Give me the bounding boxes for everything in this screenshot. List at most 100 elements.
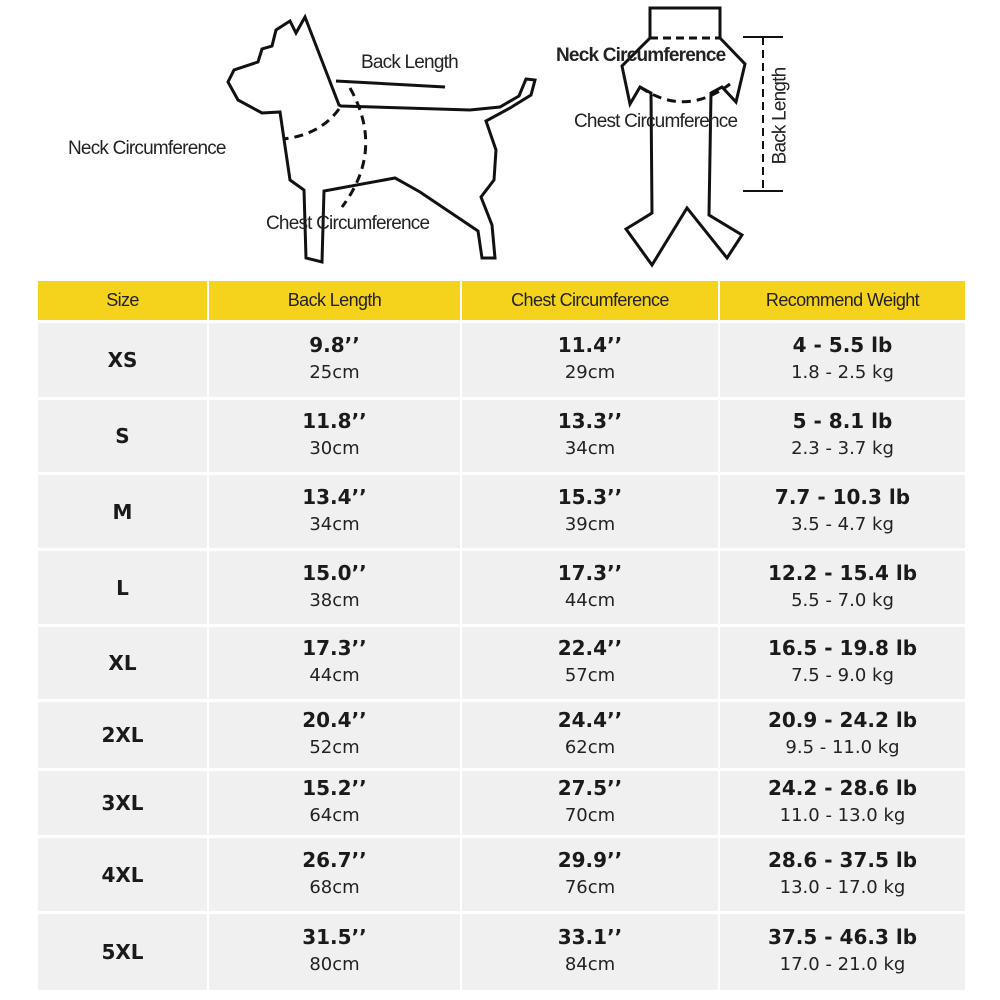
table-row: 4XL 26.7’’ 68cm 29.9’’ 76cm 28.6 - 37.5 lb 13.… bbox=[38, 838, 965, 911]
garment-outline bbox=[620, 6, 747, 268]
weight-kg: 5.5 - 7.0 kg bbox=[791, 589, 894, 611]
weight-lb: 28.6 - 37.5 lb bbox=[767, 847, 918, 872]
table-row: S 11.8’’ 30cm 13.3’’ 34cm 5 - 8.1 lb 2.3 - 3.7… bbox=[38, 400, 965, 472]
back-inches: 26.7’’ bbox=[302, 847, 367, 872]
back-cm: 34cm bbox=[309, 513, 360, 535]
back-length-cell: 15.2’’ 64cm bbox=[209, 771, 460, 835]
weight-cell: 20.9 - 24.2 lb 9.5 - 11.0 kg bbox=[720, 702, 965, 768]
size-cell: M bbox=[38, 475, 207, 548]
weight-cell: 7.7 - 10.3 lb 3.5 - 4.7 kg bbox=[720, 475, 965, 548]
back-length-cell: 13.4’’ 34cm bbox=[209, 475, 460, 548]
size-cell: 2XL bbox=[38, 702, 207, 768]
back-cm: 64cm bbox=[309, 805, 360, 826]
weight-cell: 28.6 - 37.5 lb 13.0 - 17.0 kg bbox=[720, 838, 965, 911]
chest-inches: 13.3’’ bbox=[557, 409, 623, 433]
chest-inches: 17.3’’ bbox=[557, 560, 623, 585]
measurement-diagram bbox=[226, 6, 783, 268]
chest-cell: 11.4’’ 29cm bbox=[462, 323, 718, 397]
back-inches: 20.4’’ bbox=[302, 708, 367, 732]
weight-kg: 1.8 - 2.5 kg bbox=[791, 362, 894, 383]
back-inches: 15.2’’ bbox=[302, 776, 367, 800]
header-size: Size bbox=[38, 281, 207, 320]
chest-cm: 34cm bbox=[564, 438, 616, 459]
weight-kg: 11.0 - 13.0 kg bbox=[779, 805, 906, 826]
table-row: XS 9.8’’ 25cm 11.4’’ 29cm 4 - 5.5 lb 1.8 - 2.5… bbox=[38, 323, 965, 397]
back-inches: 15.0’’ bbox=[302, 560, 367, 585]
chest-cell: 33.1’’ 84cm bbox=[462, 914, 718, 990]
chest-cm: 84cm bbox=[564, 954, 616, 975]
weight-cell: 37.5 - 46.3 lb 17.0 - 21.0 kg bbox=[720, 914, 965, 990]
chest-cell: 13.3’’ 34cm bbox=[462, 400, 718, 472]
chest-cm: 29cm bbox=[564, 362, 616, 383]
chest-inches: 27.5’’ bbox=[557, 776, 623, 800]
back-length-label: Back Length bbox=[361, 52, 459, 73]
size-cell: XL bbox=[38, 627, 207, 699]
weight-lb: 20.9 - 24.2 lb bbox=[767, 708, 918, 732]
chest-cm: 57cm bbox=[564, 665, 616, 686]
chest-circumference-label: Chest Circumference bbox=[266, 213, 430, 234]
back-inches: 17.3’’ bbox=[302, 636, 367, 660]
weight-cell: 16.5 - 19.8 lb 7.5 - 9.0 kg bbox=[720, 627, 965, 699]
weight-kg: 9.5 - 11.0 kg bbox=[785, 737, 900, 758]
header-chest: Chest Circumference bbox=[462, 281, 718, 320]
chest-dash bbox=[340, 87, 368, 208]
chest-cm: 76cm bbox=[564, 876, 616, 898]
neck-dash bbox=[282, 108, 341, 141]
weight-kg: 17.0 - 21.0 kg bbox=[779, 954, 906, 975]
chest-cm: 70cm bbox=[564, 805, 616, 826]
chest-cell: 24.4’’ 62cm bbox=[462, 702, 718, 768]
back-length-cell: 26.7’’ 68cm bbox=[209, 838, 460, 911]
chest-cell: 27.5’’ 70cm bbox=[462, 771, 718, 835]
size-cell: S bbox=[38, 400, 207, 472]
size-cell: XS bbox=[38, 323, 207, 397]
size-cell: L bbox=[38, 551, 207, 624]
chest-cell: 22.4’’ 57cm bbox=[462, 627, 718, 699]
back-inches: 11.8’’ bbox=[302, 409, 367, 433]
weight-cell: 5 - 8.1 lb 2.3 - 3.7 kg bbox=[720, 400, 965, 472]
back-length-cell: 17.3’’ 44cm bbox=[209, 627, 460, 699]
back-inches: 9.8’’ bbox=[309, 333, 360, 357]
chest-cm: 62cm bbox=[564, 737, 616, 758]
neck-circumference-label: Neck Circumference bbox=[68, 138, 227, 159]
table-header: Size Back Length Chest Circumference Rec… bbox=[38, 281, 965, 320]
weight-cell: 24.2 - 28.6 lb 11.0 - 13.0 kg bbox=[720, 771, 965, 835]
back-cm: 25cm bbox=[309, 362, 360, 383]
back-length-cell: 31.5’’ 80cm bbox=[209, 914, 460, 990]
table-row: XL 17.3’’ 44cm 22.4’’ 57cm 16.5 - 19.8 lb 7.5 … bbox=[38, 627, 965, 699]
table-row: 3XL 15.2’’ 64cm 27.5’’ 70cm 24.2 - 28.6 lb 11.… bbox=[38, 771, 965, 835]
back-cm: 38cm bbox=[309, 589, 360, 611]
chest-inches: 22.4’’ bbox=[557, 636, 623, 660]
weight-lb: 7.7 - 10.3 lb bbox=[774, 484, 911, 509]
size-cell: 4XL bbox=[38, 838, 207, 911]
size-chart-table: Size Back Length Chest Circumference Rec… bbox=[36, 278, 967, 993]
chest-cm: 44cm bbox=[564, 589, 616, 611]
back-cm: 52cm bbox=[309, 737, 360, 758]
weight-lb: 16.5 - 19.8 lb bbox=[767, 636, 918, 660]
dog-side-outline bbox=[226, 13, 537, 264]
header-weight: Recommend Weight bbox=[720, 281, 965, 320]
weight-lb: 4 - 5.5 lb bbox=[792, 333, 893, 357]
chest-cell: 29.9’’ 76cm bbox=[462, 838, 718, 911]
header-back-length: Back Length bbox=[209, 281, 460, 320]
size-cell: 3XL bbox=[38, 771, 207, 835]
back-length-cell: 11.8’’ 30cm bbox=[209, 400, 460, 472]
chest-cm: 39cm bbox=[564, 513, 616, 535]
weight-kg: 7.5 - 9.0 kg bbox=[791, 665, 894, 686]
table-row: M 13.4’’ 34cm 15.3’’ 39cm 7.7 - 10.3 lb 3.5 - … bbox=[38, 475, 965, 548]
weight-lb: 37.5 - 46.3 lb bbox=[767, 925, 918, 949]
weight-kg: 2.3 - 3.7 kg bbox=[791, 438, 894, 459]
size-cell: 5XL bbox=[38, 914, 207, 990]
weight-kg: 3.5 - 4.7 kg bbox=[791, 513, 894, 535]
chest-inches: 24.4’’ bbox=[557, 708, 623, 732]
table-row: 5XL 31.5’’ 80cm 33.1’’ 84cm 37.5 - 46.3 lb 17.… bbox=[38, 914, 965, 990]
back-length-cell: 20.4’’ 52cm bbox=[209, 702, 460, 768]
garment-chest-label: Chest Circumference bbox=[574, 111, 738, 132]
table-row: 2XL 20.4’’ 52cm 24.4’’ 62cm 20.9 - 24.2 lb 9.5… bbox=[38, 702, 965, 768]
back-length-line bbox=[335, 79, 446, 89]
table-row: L 15.0’’ 38cm 17.3’’ 44cm 12.2 - 15.4 lb 5.5 -… bbox=[38, 551, 965, 624]
chest-inches: 29.9’’ bbox=[557, 847, 623, 872]
chest-inches: 33.1’’ bbox=[557, 925, 623, 949]
weight-lb: 24.2 - 28.6 lb bbox=[767, 776, 918, 800]
back-length-cell: 9.8’’ 25cm bbox=[209, 323, 460, 397]
weight-cell: 4 - 5.5 lb 1.8 - 2.5 kg bbox=[720, 323, 965, 397]
